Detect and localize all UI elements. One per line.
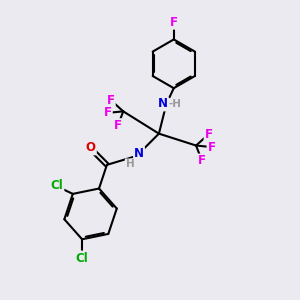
- Text: -H: -H: [168, 99, 181, 109]
- Text: F: F: [107, 94, 115, 106]
- Text: F: F: [170, 16, 178, 29]
- Text: H: H: [126, 159, 134, 169]
- Text: F: F: [104, 106, 112, 119]
- Text: N: N: [158, 98, 168, 110]
- Text: O: O: [86, 141, 96, 154]
- Text: Cl: Cl: [51, 179, 63, 192]
- Text: N: N: [134, 147, 144, 160]
- Text: F: F: [114, 119, 122, 132]
- Text: F: F: [198, 154, 206, 167]
- Text: Cl: Cl: [76, 251, 88, 265]
- Text: F: F: [205, 128, 213, 141]
- Text: F: F: [208, 140, 215, 154]
